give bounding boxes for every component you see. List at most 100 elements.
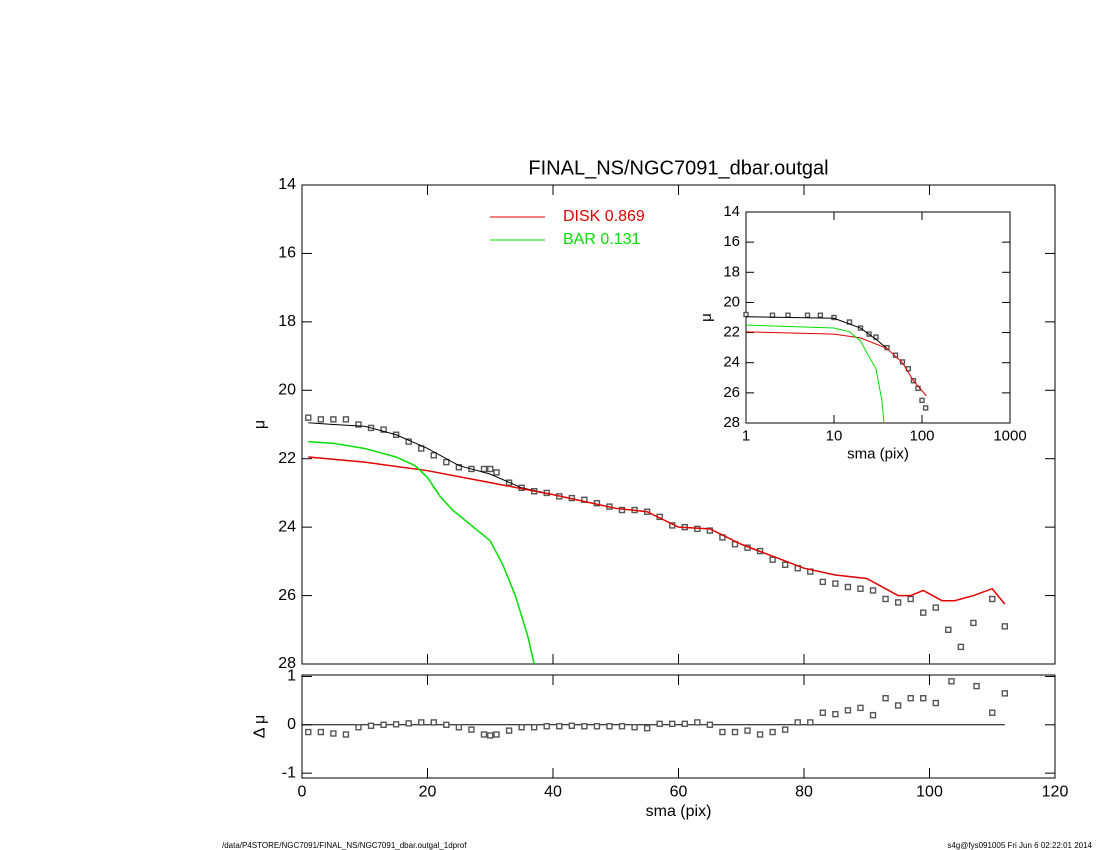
data-point [418, 719, 425, 726]
data-point [920, 695, 927, 702]
plot-frame [301, 184, 1056, 665]
data-point [756, 731, 764, 738]
data-point [317, 728, 325, 736]
x-tick-label: 40 [544, 784, 562, 801]
data-point [882, 595, 889, 603]
data-point [831, 314, 837, 321]
data-point [794, 719, 801, 726]
y-tick-label: 14 [278, 176, 296, 193]
x-tick-label: 60 [670, 784, 688, 801]
y-tick-label: 24 [278, 518, 296, 535]
data-point [618, 506, 626, 514]
data-point [493, 469, 500, 476]
data-point [342, 731, 350, 738]
data-point [694, 719, 701, 726]
data-point [932, 699, 939, 707]
model-line [745, 316, 888, 349]
data-point [869, 711, 877, 719]
data-point [948, 678, 955, 685]
data-point [922, 405, 929, 411]
data-point [785, 312, 791, 318]
data-point [832, 710, 839, 718]
x-tick-label: 20 [419, 784, 437, 801]
y-tick-label: 24 [723, 354, 740, 371]
footer-right: s4g@fys091005 Fri Jun 6 02:22:01 2014 [947, 841, 1092, 850]
data-point [857, 585, 864, 592]
data-point [769, 728, 776, 736]
data-point [392, 721, 400, 728]
data-point [819, 709, 827, 716]
data-point [305, 728, 312, 736]
x-tick-label: 120 [1042, 784, 1069, 801]
data-point [844, 707, 852, 714]
data-point [919, 397, 925, 404]
data-point [543, 723, 550, 730]
data-point [957, 643, 965, 651]
footer-left: /data/P4STORE/NGC7091/FINAL_NS/NGC7091_d… [222, 841, 467, 850]
data-point [355, 724, 362, 731]
data-point [743, 311, 749, 318]
data-point [367, 722, 375, 729]
data-point [487, 465, 494, 473]
data-point [493, 731, 500, 738]
x-axis-label: sma (pix) [646, 803, 712, 820]
data-point [405, 720, 412, 727]
data-point [631, 724, 638, 731]
x-tick-label: 1 [742, 427, 750, 444]
y-tick-label: 20 [723, 293, 740, 310]
data-point [430, 452, 437, 459]
data-point [989, 595, 996, 603]
y-tick-label: 18 [278, 313, 296, 330]
data-point [769, 312, 776, 318]
data-point [455, 464, 463, 471]
chart-title: FINAL_NS/NGC7091_dbar.outgal [528, 157, 828, 179]
data-point [518, 724, 525, 731]
model-line [308, 422, 554, 496]
y-tick-label: 28 [278, 655, 296, 672]
data-point [380, 426, 387, 433]
data-point [857, 704, 864, 712]
y-tick-label: 14 [723, 203, 740, 220]
data-point [920, 609, 927, 616]
data-point [804, 312, 811, 318]
x-axis-label: sma (pix) [847, 445, 909, 462]
data-point [455, 724, 463, 731]
x-tick-label: 100 [909, 427, 934, 444]
data-point [556, 723, 563, 730]
data-point [1001, 690, 1008, 697]
data-point [568, 722, 576, 729]
data-point [380, 721, 387, 729]
y-tick-label: 22 [278, 450, 296, 467]
data-point [899, 359, 906, 365]
data-point [681, 720, 688, 728]
data-point [807, 719, 814, 726]
y-axis-label: Δ μ [252, 715, 269, 738]
data-point [487, 732, 494, 739]
x-tick-label: 80 [795, 784, 813, 801]
y-tick-label: 1 [287, 668, 296, 685]
data-point [970, 619, 977, 627]
model-line [308, 456, 1006, 605]
model-line [308, 440, 535, 665]
y-tick-label: 16 [278, 245, 296, 262]
data-point [894, 702, 902, 709]
data-point [593, 723, 601, 730]
x-tick-label: 1000 [993, 427, 1026, 444]
model-line [745, 324, 885, 424]
data-point [731, 728, 739, 736]
data-point [305, 414, 312, 421]
y-axis-label: μ [698, 313, 715, 322]
data-point [355, 421, 362, 428]
data-point [581, 496, 588, 503]
plot-frame [301, 674, 1056, 779]
data-point [505, 727, 513, 734]
data-point [781, 561, 789, 568]
y-tick-label: 18 [723, 263, 740, 280]
legend-label: BAR 0.131 [563, 231, 640, 248]
data-point [744, 727, 751, 734]
data-point [719, 728, 726, 736]
data-point [468, 726, 475, 733]
data-point [945, 626, 952, 633]
